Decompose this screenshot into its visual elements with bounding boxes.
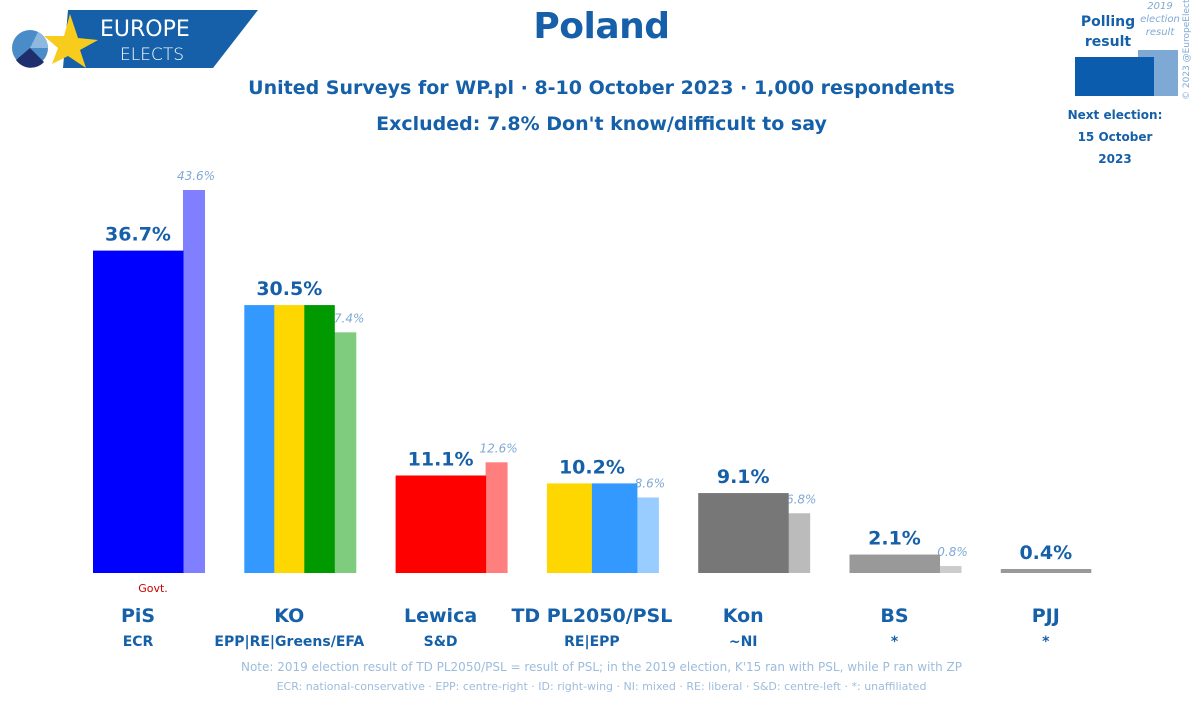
- bar-previous: [334, 332, 357, 573]
- legend-polling-label: Polling result: [1080, 14, 1136, 50]
- next-election: Next election: 15 October 2023: [1060, 104, 1170, 170]
- chart-title: Poland: [533, 6, 670, 47]
- bar-poll-label: 11.1%: [408, 448, 474, 470]
- category-label: PiS: [121, 605, 155, 627]
- bar-previous: [485, 462, 508, 573]
- footer-groups: ECR: national-conservative · EPP: centre…: [276, 680, 927, 693]
- category-label: BS: [880, 605, 908, 627]
- logo-text-2: ELECTS: [120, 45, 184, 65]
- group-label: ECR: [123, 634, 154, 650]
- bar-poll-label: 0.4%: [1019, 542, 1072, 564]
- bar-poll: [395, 475, 487, 573]
- bar-previous: [788, 513, 811, 573]
- next-election-label: Next election:: [1067, 108, 1163, 122]
- bar-poll-segment: [304, 305, 335, 573]
- bar-poll-label: 30.5%: [256, 278, 322, 300]
- excluded-note: Excluded: 7.8% Don't know/difficult to s…: [376, 113, 827, 135]
- bar-previous-label: 0.8%: [937, 545, 968, 559]
- bar-poll: [698, 493, 789, 573]
- bar-poll-label: 9.1%: [717, 466, 770, 488]
- category-label: PJJ: [1032, 605, 1060, 627]
- bar-poll-label: 2.1%: [868, 528, 921, 550]
- govt-annotation: Govt.: [138, 582, 168, 595]
- category-label: Lewica: [404, 605, 477, 627]
- legend-polling-swatch: [1075, 57, 1154, 96]
- bar-previous-label: 43.6%: [177, 169, 215, 183]
- group-label: *: [1042, 634, 1050, 650]
- bar-poll-segment: [591, 483, 638, 573]
- category-label: Kon: [723, 605, 764, 627]
- bar-poll: [849, 554, 940, 573]
- bar-poll: [1000, 569, 1092, 573]
- next-election-date: 15 October 2023: [1077, 130, 1153, 166]
- bar-previous: [939, 565, 962, 573]
- logo-star-icon: [44, 14, 98, 68]
- bar-previous-label: 6.8%: [786, 492, 817, 506]
- logo-text-1: EUROPE: [100, 17, 190, 42]
- bar-previous: [183, 190, 205, 573]
- legend: Polling result 2019 election result: [1040, 0, 1203, 150]
- group-label: S&D: [424, 634, 458, 650]
- logo-banner: [63, 10, 258, 68]
- group-label: EPP|RE|Greens/EFA: [214, 634, 364, 650]
- bar-previous-label: 8.6%: [635, 476, 666, 490]
- bar-poll-segment: [546, 483, 593, 573]
- bar-poll-segment: [274, 305, 305, 573]
- group-label: ~NI: [729, 634, 758, 650]
- bar-poll-label: 36.7%: [105, 224, 171, 246]
- footer-note: Note: 2019 election result of TD PL2050/…: [240, 660, 962, 674]
- category-label: KO: [274, 605, 304, 627]
- category-label: TD PL2050/PSL: [511, 605, 672, 627]
- bar-previous: [636, 497, 659, 573]
- bar-poll: [93, 250, 184, 574]
- bar-poll-segment: [244, 305, 275, 573]
- bar-previous-label: 27.4%: [326, 311, 364, 325]
- group-label: RE|EPP: [564, 634, 620, 650]
- europe-elects-logo: EUROPE ELECTS: [12, 10, 258, 68]
- legend-previous-label: 2019 election result: [1140, 1, 1180, 38]
- bar-previous-label: 12.6%: [480, 441, 518, 455]
- poll-source: United Surveys for WP.pl · 8-10 October …: [248, 77, 955, 99]
- bar-poll-label: 10.2%: [559, 456, 625, 478]
- group-label: *: [891, 634, 899, 650]
